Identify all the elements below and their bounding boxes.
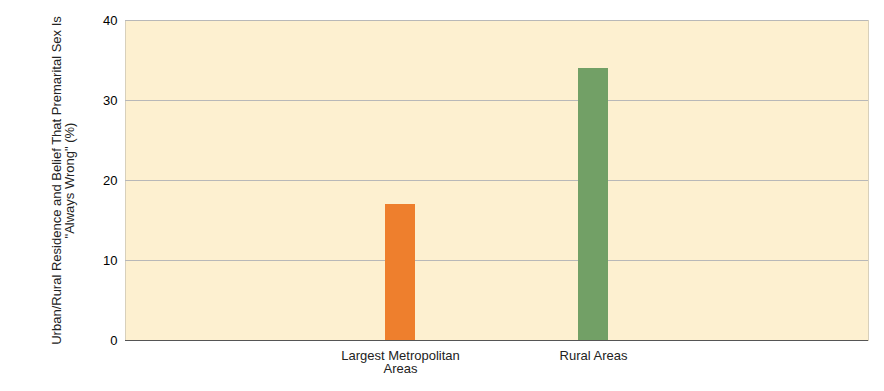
svg-text:40: 40 [103,13,117,28]
svg-text:Largest MetropolitanAreas: Largest MetropolitanAreas [341,348,460,376]
svg-text:20: 20 [103,173,117,188]
svg-text:Urban/Rural Residence and Beli: Urban/Rural Residence and Belief That Pr… [49,16,77,345]
svg-text:30: 30 [103,93,117,108]
svg-text:Rural Areas: Rural Areas [560,348,628,363]
svg-text:0: 0 [110,333,117,348]
svg-text:10: 10 [103,253,117,268]
